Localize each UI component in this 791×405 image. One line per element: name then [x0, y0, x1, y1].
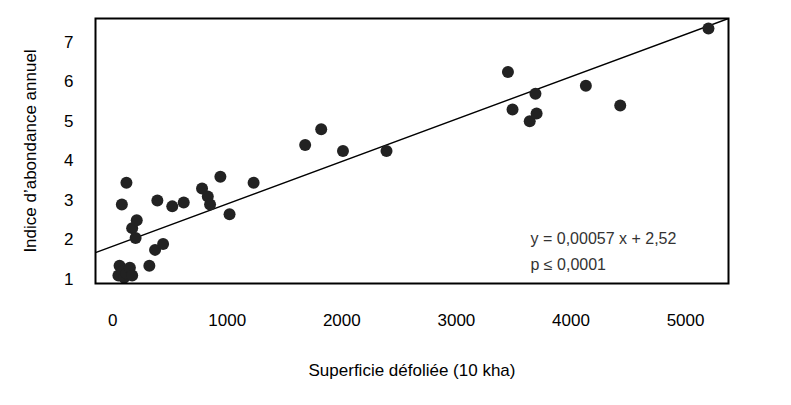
svg-text:4: 4: [64, 151, 73, 170]
svg-text:Indice d’abondance annuel: Indice d’abondance annuel: [21, 49, 40, 252]
svg-text:5000: 5000: [667, 311, 705, 330]
svg-text:1000: 1000: [208, 311, 246, 330]
svg-text:2: 2: [64, 230, 73, 249]
svg-text:5: 5: [64, 112, 73, 131]
svg-text:Superficie défoliée (10 kha): Superficie défoliée (10 kha): [309, 361, 516, 380]
svg-text:y = 0,00057 x + 2,52p ≤ 0,0001: y = 0,00057 x + 2,52p ≤ 0,0001: [531, 230, 677, 273]
svg-text:0: 0: [108, 311, 117, 330]
svg-text:3: 3: [64, 191, 73, 210]
svg-text:4000: 4000: [552, 311, 590, 330]
svg-text:1: 1: [64, 270, 73, 289]
svg-text:3000: 3000: [437, 311, 475, 330]
svg-text:7: 7: [64, 33, 73, 52]
svg-text:2000: 2000: [323, 311, 361, 330]
svg-text:6: 6: [64, 72, 73, 91]
